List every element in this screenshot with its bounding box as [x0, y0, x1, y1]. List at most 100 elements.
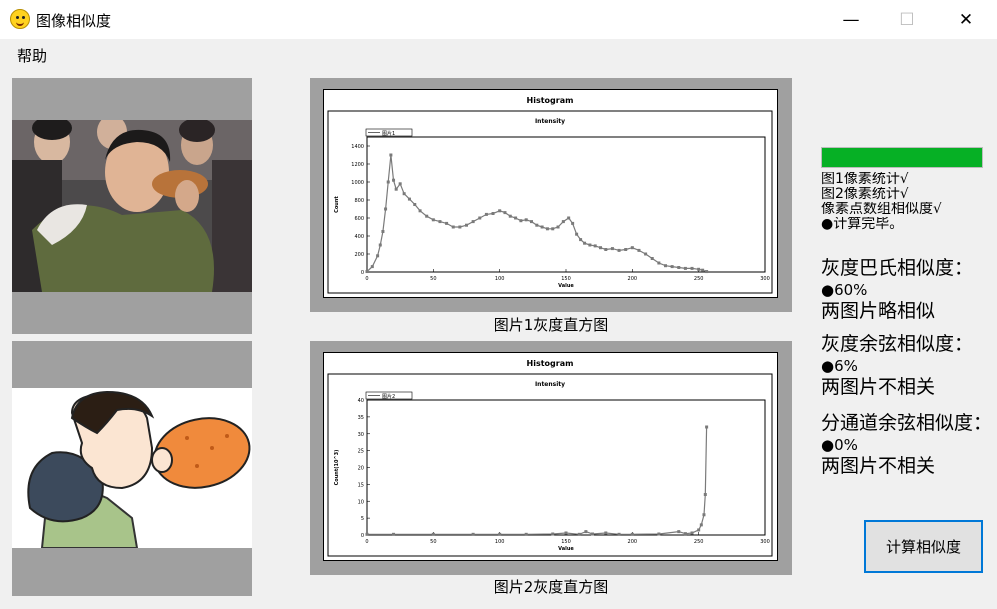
- minimize-button[interactable]: —: [822, 0, 880, 39]
- x-tick-label: 300: [760, 276, 770, 282]
- data-point: [458, 226, 461, 229]
- data-point: [567, 217, 570, 220]
- result-label: 分通道余弦相似度：: [821, 410, 997, 437]
- data-point: [657, 262, 660, 265]
- histogram1-frame: Histogram Intensity 图片1 0 50 100 150 200 250 300 0…: [323, 89, 778, 298]
- data-point: [697, 528, 700, 531]
- data-point: [371, 265, 374, 268]
- histogram2-chart: HistogramIntensity图片20 50 100 150 200 250 3000…: [324, 353, 777, 560]
- x-tick-label: 150: [561, 539, 571, 545]
- data-point: [588, 244, 591, 247]
- data-point: [571, 222, 574, 225]
- image2-cartoon: [12, 388, 252, 548]
- x-tick-label: 250: [694, 276, 704, 282]
- result-value: ●60%: [821, 282, 997, 299]
- y-tick-label: 1400: [351, 144, 364, 150]
- data-point: [578, 533, 581, 536]
- data-point: [637, 249, 640, 252]
- title-bar: 图像相似度 — ☐ ✕: [0, 0, 997, 39]
- result-label: 灰度余弦相似度：: [821, 331, 997, 358]
- data-point: [551, 227, 554, 230]
- data-point: [535, 224, 538, 227]
- data-point: [584, 530, 587, 533]
- result-bhattacharyya: 灰度巴氏相似度： ●60% 两图片略相似: [821, 255, 997, 324]
- data-point: [395, 188, 398, 191]
- histogram1-chart: Histogram Intensity 图片1 0 50 100 150 200 250 300 0…: [324, 90, 777, 297]
- data-point: [631, 533, 634, 536]
- data-point: [366, 270, 369, 273]
- data-point: [432, 533, 435, 536]
- data-point: [702, 513, 705, 516]
- window-title: 图像相似度: [36, 10, 111, 31]
- status-line: 图2像素统计√: [821, 187, 991, 202]
- chart-frame: [328, 111, 772, 293]
- status-log: 图1像素统计√ 图2像素统计√ 像素点数组相似度√ ●计算完毕。: [821, 172, 991, 232]
- data-point: [530, 220, 533, 223]
- y-tick-label: 5: [361, 516, 364, 522]
- x-tick-label: 0: [365, 276, 368, 282]
- y-tick-label: 0: [361, 270, 364, 276]
- data-point: [465, 224, 468, 227]
- chart-title: Histogram: [527, 359, 574, 368]
- histogram2-caption: 图片2灰度直方图: [310, 576, 792, 597]
- result-value: ●6%: [821, 358, 997, 375]
- data-point: [445, 222, 448, 225]
- maximize-button[interactable]: ☐: [878, 0, 936, 39]
- data-point: [503, 211, 506, 214]
- y-tick-label: 10: [358, 499, 364, 505]
- data-point: [671, 265, 674, 268]
- y-tick-label: 15: [358, 482, 364, 488]
- data-point: [644, 253, 647, 256]
- image2-panel[interactable]: [12, 341, 252, 596]
- data-point: [403, 192, 406, 195]
- y-tick-label: 35: [358, 415, 364, 421]
- data-point: [452, 226, 455, 229]
- close-button[interactable]: ✕: [937, 0, 995, 39]
- progress-bar: [821, 147, 983, 168]
- data-point: [594, 244, 597, 247]
- app-emoji-icon: [10, 9, 30, 29]
- menu-help[interactable]: 帮助: [17, 45, 47, 66]
- data-point: [551, 532, 554, 535]
- y-tick-label: 30: [358, 432, 364, 438]
- data-point: [478, 217, 481, 220]
- data-point: [376, 254, 379, 257]
- data-point: [546, 227, 549, 230]
- chart-title: Histogram: [527, 96, 574, 105]
- data-point: [408, 198, 411, 201]
- y-tick-label: 400: [354, 234, 364, 240]
- data-point: [425, 215, 428, 218]
- legend-label: 图片1: [382, 130, 395, 137]
- image1-panel[interactable]: [12, 78, 252, 334]
- data-point: [677, 266, 680, 269]
- y-tick-label: 0: [361, 533, 364, 539]
- status-line: 图1像素统计√: [821, 172, 991, 187]
- x-tick-label: 0: [365, 539, 368, 545]
- data-point: [604, 248, 607, 251]
- data-point: [541, 226, 544, 229]
- data-point: [651, 257, 654, 260]
- data-point: [472, 220, 475, 223]
- x-tick-label: 100: [495, 276, 505, 282]
- data-point: [705, 270, 708, 273]
- histogram2-frame: Histogram Intensity 图片2 0 50 100 150 200 250 300 0…: [323, 352, 778, 561]
- data-point: [389, 154, 392, 157]
- y-tick-label: 20: [358, 466, 364, 472]
- data-point: [392, 533, 395, 536]
- data-point: [366, 533, 369, 536]
- result-channel-cosine: 分通道余弦相似度： ●0% 两图片不相关: [821, 410, 997, 479]
- status-line: ●计算完毕。: [821, 217, 991, 232]
- data-point: [657, 532, 660, 535]
- data-point: [604, 531, 607, 534]
- data-point: [691, 267, 694, 270]
- data-point: [704, 493, 707, 496]
- y-tick-label: 1200: [351, 162, 364, 168]
- menu-bar: 帮助: [0, 39, 997, 69]
- chart-subtitle: Intensity: [535, 118, 565, 125]
- result-conclusion: 两图片不相关: [821, 375, 997, 400]
- data-point: [664, 264, 667, 267]
- data-point: [565, 531, 568, 534]
- data-point: [514, 217, 517, 220]
- y-tick-label: 800: [354, 198, 364, 204]
- compute-similarity-button[interactable]: 计算相似度: [864, 520, 983, 573]
